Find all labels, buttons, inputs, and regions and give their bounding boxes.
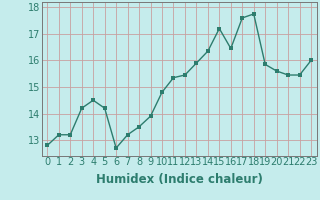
- X-axis label: Humidex (Indice chaleur): Humidex (Indice chaleur): [96, 173, 263, 186]
